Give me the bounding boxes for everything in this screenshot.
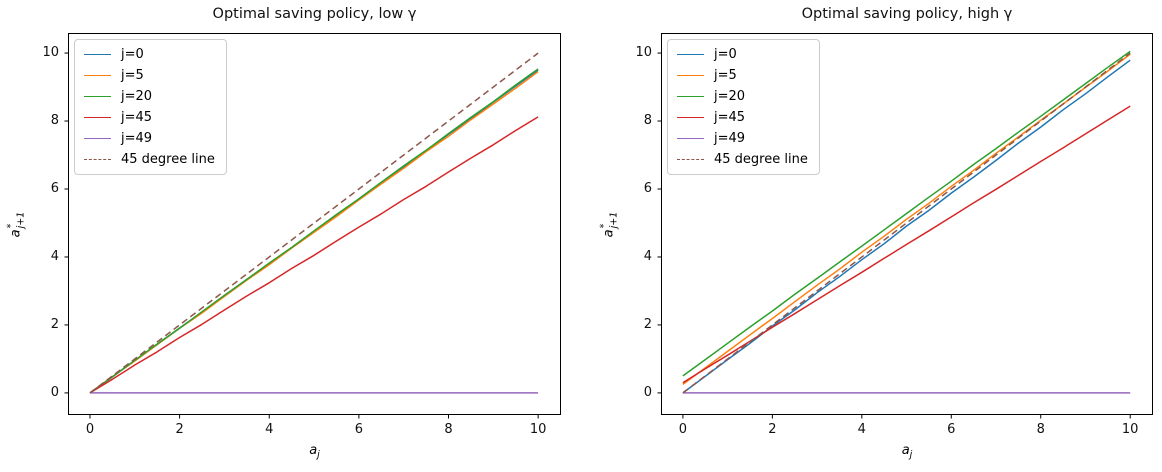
y-tick-label: 2 xyxy=(643,316,652,332)
x-tick-label: 0 xyxy=(678,422,688,437)
series-line-j-45 xyxy=(89,116,539,394)
series-line-j-45 xyxy=(682,105,1131,384)
plot-title: Optimal saving policy, low γ xyxy=(212,6,417,22)
legend-entry: j=0 xyxy=(84,47,215,62)
x-tick-label: 2 xyxy=(768,422,777,437)
y-tick-label: 10 xyxy=(635,45,652,61)
legend-line-sample xyxy=(677,75,704,76)
legend-line-sample xyxy=(84,75,111,76)
legend-entry-label: j=5 xyxy=(714,68,737,83)
legend-entry: j=20 xyxy=(84,89,215,104)
legend-line-sample xyxy=(677,96,704,97)
x-tick-label: 10 xyxy=(529,422,547,437)
y-axis-label: a * j+1 xyxy=(598,211,620,237)
legend-entry: j=5 xyxy=(677,68,808,83)
legend: j=0 j=5 j=20 j=45 j=49 45 degree line xyxy=(667,39,820,175)
plot-area xyxy=(657,33,1153,419)
legend-entry-label: j=20 xyxy=(121,89,153,104)
legend-line-sample xyxy=(84,117,111,118)
y-tick-label: 4 xyxy=(643,248,652,264)
y-tick-label: 0 xyxy=(50,384,59,400)
subplot-high-gamma: Optimal saving policy, high γ j=0 j=5 j=20… xyxy=(599,6,1153,461)
subplot-low-gamma: Optimal saving policy, low γ j=0 j=5 j=20 j… xyxy=(6,6,561,461)
legend-entry-label: j=5 xyxy=(121,68,144,83)
legend-line-sample xyxy=(84,54,111,55)
x-tick-label: 4 xyxy=(265,422,274,437)
legend-line-sample xyxy=(84,138,111,139)
legend-line-sample xyxy=(677,138,704,139)
series-line-j-20 xyxy=(89,68,539,394)
legend-line-sample xyxy=(84,96,111,97)
legend-line-sample xyxy=(84,159,111,160)
legend-line-sample xyxy=(677,117,704,118)
series-line-j-20 xyxy=(682,50,1131,377)
y-tick-label: 6 xyxy=(643,180,652,196)
legend-entry-label: j=0 xyxy=(121,47,144,62)
legend-entry: 45 degree line xyxy=(84,152,215,167)
legend-entry: j=49 xyxy=(677,131,808,146)
y-tick-label: 10 xyxy=(42,45,59,61)
y-tick-label: 0 xyxy=(643,384,652,400)
legend-entry-label: 45 degree line xyxy=(121,152,215,167)
plot-area xyxy=(64,33,561,419)
legend-entry-label: j=49 xyxy=(714,131,746,146)
axes-frame xyxy=(661,33,1153,415)
x-tick-label: 6 xyxy=(947,422,956,437)
legend-entry: j=45 xyxy=(677,110,808,125)
series-line-45-degree-line xyxy=(682,52,1131,394)
legend-entry: j=20 xyxy=(677,89,808,104)
x-tick-label: 0 xyxy=(85,422,95,437)
plot-title: Optimal saving policy, high γ xyxy=(801,6,1013,22)
x-tick-label: 10 xyxy=(1121,422,1139,437)
legend-entry: j=49 xyxy=(84,131,215,146)
series-line-j-0 xyxy=(682,59,1131,394)
x-tick-label: 6 xyxy=(354,422,363,437)
legend-entry-label: 45 degree line xyxy=(714,152,808,167)
legend-line-sample xyxy=(677,54,704,55)
legend-entry-label: j=49 xyxy=(121,131,153,146)
legend-line-sample xyxy=(677,159,704,160)
y-tick-label: 8 xyxy=(50,113,59,129)
axes-frame xyxy=(68,33,561,415)
legend-entry: 45 degree line xyxy=(677,152,808,167)
legend-entry-label: j=20 xyxy=(714,89,746,104)
legend-entry: j=5 xyxy=(84,68,215,83)
x-tick-label: 2 xyxy=(175,422,184,437)
x-axis-label: aj xyxy=(901,443,913,461)
x-tick-label: 8 xyxy=(444,422,453,437)
legend-entry-label: j=45 xyxy=(121,110,153,125)
legend: j=0 j=5 j=20 j=45 j=49 45 degree line xyxy=(74,39,227,175)
y-tick-label: 6 xyxy=(50,180,59,196)
y-axis-label: a * j+1 xyxy=(5,211,27,237)
x-axis-label: aj xyxy=(309,443,320,461)
legend-entry: j=45 xyxy=(84,110,215,125)
legend-entry-label: j=0 xyxy=(714,47,737,62)
y-tick-label: 8 xyxy=(643,113,652,129)
x-tick-label: 4 xyxy=(857,422,866,437)
x-tick-label: 8 xyxy=(1036,422,1045,437)
legend-entry: j=0 xyxy=(677,47,808,62)
y-tick-label: 2 xyxy=(50,316,59,332)
y-tick-label: 4 xyxy=(50,248,59,264)
legend-entry-label: j=45 xyxy=(714,110,746,125)
